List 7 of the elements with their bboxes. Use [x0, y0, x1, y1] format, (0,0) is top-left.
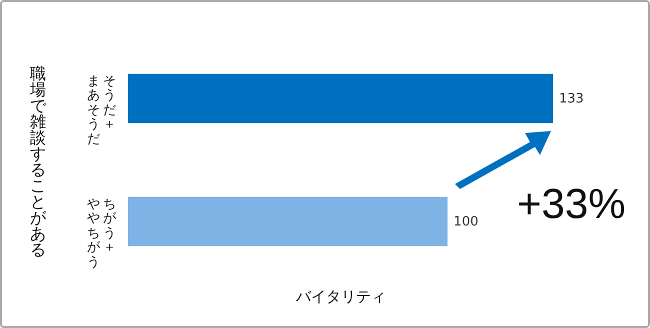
category-label: ちがう＋ややちがう [87, 196, 116, 270]
text: 職場で雑談することがある [30, 64, 46, 259]
data-label: 133 [559, 92, 584, 106]
x-axis-title: バイタリティ [295, 288, 386, 306]
annotation: +33% [517, 180, 626, 228]
data-label: 100 [454, 214, 478, 230]
category-label: そうだ＋まあそうだ [87, 74, 116, 147]
